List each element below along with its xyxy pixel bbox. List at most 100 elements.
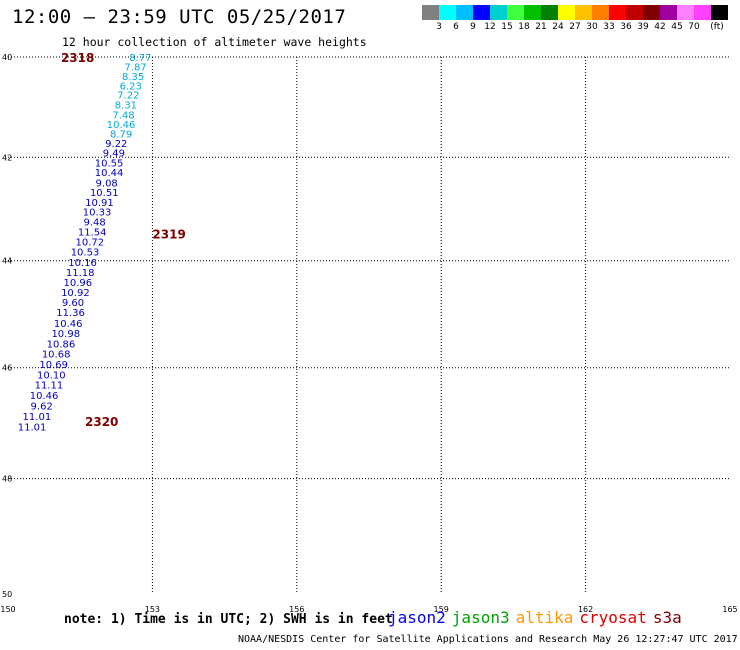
legend-s3a: s3a [652, 608, 682, 627]
swh-value: 10.44 [95, 168, 124, 179]
axis-ticks: 150 153 156 159 162 165 40 42 44 46 48 50 [0, 53, 737, 614]
colorbar-label: 33 [603, 22, 615, 32]
colorbar-swatch [643, 5, 660, 20]
colorbar-label: (ft) [710, 22, 724, 32]
lon-tick-label: 159 [434, 605, 449, 614]
swh-value: 10.92 [61, 288, 90, 299]
swh-value: 10.51 [90, 188, 119, 199]
colorbar-swatch [439, 5, 456, 20]
colorbar-swatch [677, 5, 694, 20]
legend-cryosat: cryosat [579, 608, 647, 627]
colorbar-label: 15 [501, 22, 513, 32]
colorbar-swatch [575, 5, 592, 20]
swh-value: 8.31 [115, 101, 137, 112]
swh-value: 10.69 [39, 360, 68, 371]
colorbar-label: 12 [484, 22, 496, 32]
colorbar-swatch [541, 5, 558, 20]
swh-value: 11.11 [35, 381, 64, 392]
swh-value: 10.68 [42, 350, 71, 361]
colorbar-label: 36 [620, 22, 632, 32]
lat-tick-label: 46 [2, 364, 12, 373]
wave-height-observations: 8.777.878.356.237.228.317.4810.468.799.2… [18, 53, 152, 434]
page-title: 12:00 — 23:59 UTC 05/25/2017 [12, 6, 347, 28]
lat-tick-label: 48 [2, 475, 12, 484]
credit-line: NOAA/NESDIS Center for Satellite Applica… [238, 634, 738, 645]
colorbar-swatch [660, 5, 677, 20]
swh-value: 11.54 [78, 227, 107, 238]
swh-value: 8.77 [129, 53, 151, 64]
lon-tick-label: 156 [289, 605, 304, 614]
swh-value: 10.55 [95, 158, 124, 169]
colorbar-label: 39 [637, 22, 649, 32]
satellite-legend: jason2 jason3 altika cryosat s3a [388, 608, 688, 627]
colorbar-swatch [507, 5, 524, 20]
lat-tick-label: 42 [2, 153, 12, 162]
swh-value: 9.62 [31, 402, 53, 413]
swh-value: 9.60 [62, 298, 84, 309]
swh-value: 9.08 [96, 178, 118, 189]
lat-lon-grid [8, 56, 730, 594]
lon-tick-label: 153 [145, 605, 160, 614]
swh-value: 7.87 [124, 62, 146, 73]
colorbar-swatch [626, 5, 643, 20]
swh-value: 8.35 [122, 72, 144, 83]
swh-value: 10.86 [47, 339, 76, 350]
lat-tick-label: 50 [2, 590, 12, 599]
wave-height-colorbar [422, 5, 728, 21]
colorbar-swatch [524, 5, 541, 20]
swh-value: 10.46 [54, 319, 83, 330]
swh-value: 10.10 [37, 370, 66, 381]
lon-tick-label: 165 [722, 605, 737, 614]
pass-number: 2320 [85, 415, 118, 429]
colorbar-label: 24 [552, 22, 564, 32]
lon-tick-label: 150 [0, 605, 15, 614]
swh-value: 10.16 [68, 258, 97, 269]
colorbar-swatch [558, 5, 575, 20]
swh-value: 10.46 [30, 391, 59, 402]
colorbar-label: 9 [470, 22, 476, 32]
colorbar-swatch [490, 5, 507, 20]
lat-tick-label: 40 [2, 53, 12, 62]
colorbar-label: 21 [535, 22, 547, 32]
colorbar-swatch [422, 5, 439, 20]
swh-value: 11.18 [66, 268, 95, 279]
pass-number: 2319 [152, 227, 185, 241]
swh-value: 10.96 [63, 278, 92, 289]
swh-value: 6.23 [120, 81, 142, 92]
colorbar-label: 70 [688, 22, 700, 32]
swh-value: 11.36 [56, 308, 85, 319]
swh-value: 8.79 [110, 129, 132, 140]
legend-jason2: jason2 [388, 608, 446, 627]
legend-jason3: jason3 [451, 608, 510, 627]
colorbar-label: 42 [654, 22, 666, 32]
swh-value: 7.48 [112, 110, 134, 121]
colorbar-swatch [694, 5, 711, 20]
swh-value: 10.46 [107, 120, 136, 131]
swh-value: 10.91 [85, 198, 114, 209]
colorbar-swatch [711, 5, 728, 20]
swh-value: 11.01 [23, 412, 52, 423]
colorbar-label: 3 [436, 22, 442, 32]
swh-value: 9.49 [103, 149, 125, 160]
colorbar-label: 6 [453, 22, 459, 32]
lon-tick-label: 162 [578, 605, 593, 614]
swh-value: 11.01 [18, 423, 47, 434]
swh-value: 10.53 [71, 247, 100, 258]
swh-value: 7.22 [117, 91, 139, 102]
colorbar-label: 27 [569, 22, 581, 32]
colorbar-swatch [609, 5, 626, 20]
colorbar-label: 30 [586, 22, 598, 32]
swh-value: 10.72 [76, 237, 105, 248]
lat-tick-label: 44 [2, 257, 12, 266]
colorbar-label: 45 [671, 22, 683, 32]
colorbar-swatch [456, 5, 473, 20]
footnote: note: 1) Time is in UTC; 2) SWH is in fe… [64, 612, 393, 627]
colorbar-swatch [592, 5, 609, 20]
page-subtitle: 12 hour collection of altimeter wave hei… [62, 35, 367, 49]
swh-value: 10.33 [83, 208, 112, 219]
swh-value: 9.22 [105, 139, 127, 150]
pass-labels: 2318 2319 2320 [61, 51, 186, 429]
colorbar-label: 18 [518, 22, 530, 32]
pass-number: 2318 [61, 51, 94, 65]
